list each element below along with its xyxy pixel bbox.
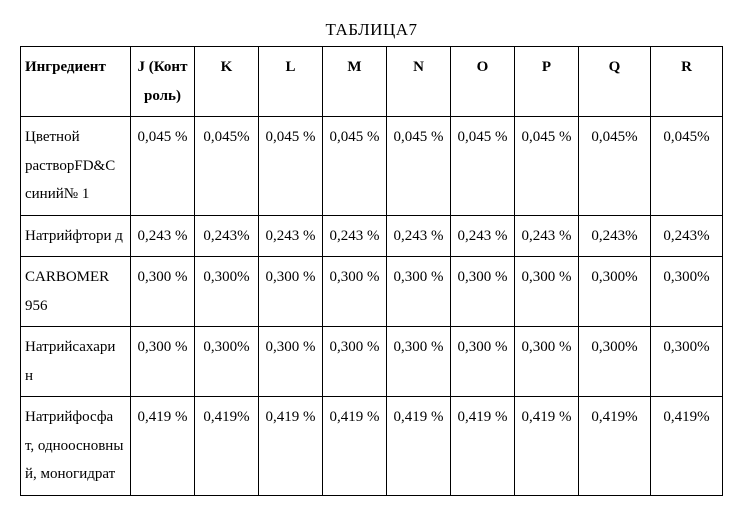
cell: 0,300 % (323, 257, 387, 327)
cell: 0,045 % (131, 117, 195, 216)
ingredient-label: Цветной растворFD&C синий№ 1 (21, 117, 131, 216)
col-k: K (195, 47, 259, 117)
cell: 0,300 % (131, 327, 195, 397)
cell: 0,300% (195, 327, 259, 397)
cell: 0,243 % (387, 215, 451, 257)
cell: 0,419 % (259, 397, 323, 496)
cell: 0,300 % (259, 257, 323, 327)
table-row: Натрийсахари н 0,300 % 0,300% 0,300 % 0,… (21, 327, 723, 397)
ingredient-label: Натрийфтори д (21, 215, 131, 257)
cell: 0,243 % (323, 215, 387, 257)
cell: 0,300% (195, 257, 259, 327)
cell: 0,300% (651, 257, 723, 327)
cell: 0,045 % (515, 117, 579, 216)
cell: 0,045 % (451, 117, 515, 216)
cell: 0,300 % (451, 257, 515, 327)
table-row: Натрийфосфа т, одноосновны й, моногидрат… (21, 397, 723, 496)
ingredient-label: Натрийфосфа т, одноосновны й, моногидрат (21, 397, 131, 496)
ingredient-label: Натрийсахари н (21, 327, 131, 397)
cell: 0,300 % (131, 257, 195, 327)
cell: 0,419 % (131, 397, 195, 496)
cell: 0,243% (579, 215, 651, 257)
cell: 0,300 % (387, 327, 451, 397)
col-j: J (Конт роль) (131, 47, 195, 117)
col-n: N (387, 47, 451, 117)
cell: 0,243 % (515, 215, 579, 257)
cell: 0,045 % (387, 117, 451, 216)
cell: 0,419 % (387, 397, 451, 496)
table-row: CARBOMER 956 0,300 % 0,300% 0,300 % 0,30… (21, 257, 723, 327)
cell: 0,243% (195, 215, 259, 257)
ingredients-table: Ингредиент J (Конт роль) K L M N O P Q R… (20, 46, 723, 496)
cell: 0,300 % (515, 257, 579, 327)
cell: 0,419 % (323, 397, 387, 496)
cell: 0,419 % (515, 397, 579, 496)
cell: 0,300 % (387, 257, 451, 327)
table-header-row: Ингредиент J (Конт роль) K L M N O P Q R (21, 47, 723, 117)
col-q: Q (579, 47, 651, 117)
cell: 0,243 % (451, 215, 515, 257)
cell: 0,045% (195, 117, 259, 216)
cell: 0,300 % (515, 327, 579, 397)
col-l: L (259, 47, 323, 117)
cell: 0,243 % (259, 215, 323, 257)
cell: 0,300% (651, 327, 723, 397)
ingredient-label: CARBOMER 956 (21, 257, 131, 327)
cell: 0,045% (651, 117, 723, 216)
cell: 0,419% (195, 397, 259, 496)
cell: 0,045 % (259, 117, 323, 216)
cell: 0,419 % (451, 397, 515, 496)
cell: 0,300% (579, 257, 651, 327)
cell: 0,300% (579, 327, 651, 397)
table-body: Цветной растворFD&C синий№ 1 0,045 % 0,0… (21, 117, 723, 496)
table-row: Цветной растворFD&C синий№ 1 0,045 % 0,0… (21, 117, 723, 216)
col-m: M (323, 47, 387, 117)
cell: 0,419% (579, 397, 651, 496)
cell: 0,243 % (131, 215, 195, 257)
cell: 0,243% (651, 215, 723, 257)
table-row: Натрийфтори д 0,243 % 0,243% 0,243 % 0,2… (21, 215, 723, 257)
cell: 0,045% (579, 117, 651, 216)
cell: 0,419% (651, 397, 723, 496)
col-r: R (651, 47, 723, 117)
col-p: P (515, 47, 579, 117)
cell: 0,300 % (323, 327, 387, 397)
cell: 0,045 % (323, 117, 387, 216)
cell: 0,300 % (451, 327, 515, 397)
cell: 0,300 % (259, 327, 323, 397)
col-o: O (451, 47, 515, 117)
table-caption: ТАБЛИЦА7 (20, 20, 723, 40)
col-ingredient: Ингредиент (21, 47, 131, 117)
